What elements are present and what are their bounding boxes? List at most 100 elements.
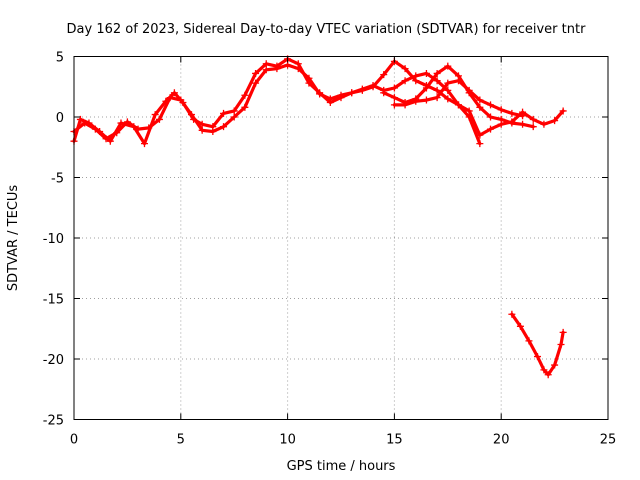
data-point	[241, 91, 249, 99]
series-line	[72, 63, 482, 146]
data-point	[369, 82, 377, 90]
data-point	[390, 101, 398, 109]
data-point	[316, 90, 324, 98]
axis-ticks	[73, 56, 609, 420]
data-point	[123, 118, 131, 126]
data-point	[76, 115, 84, 123]
x-axis-title: GPS time / hours	[287, 459, 396, 474]
data-point	[273, 65, 281, 73]
data-point	[390, 84, 398, 92]
data-point	[497, 115, 505, 123]
data-point	[551, 361, 559, 369]
data-point	[380, 71, 388, 79]
x-tick-label: 25	[600, 433, 617, 448]
data-point	[102, 135, 110, 143]
data-point	[487, 101, 495, 109]
x-tick-label: 0	[70, 433, 78, 448]
data-point	[433, 86, 441, 94]
data-point	[465, 113, 473, 121]
data-point	[454, 77, 462, 85]
data-point	[380, 89, 388, 97]
data-point	[155, 115, 163, 123]
data-point	[151, 111, 159, 119]
data-point	[433, 94, 441, 102]
data-point	[433, 77, 441, 85]
data-point	[140, 140, 148, 148]
data-point	[422, 69, 430, 77]
data-point	[412, 72, 420, 80]
grid	[74, 56, 608, 420]
data-point	[145, 124, 153, 132]
data-point	[81, 119, 89, 127]
data-point	[220, 109, 228, 117]
data-point	[519, 112, 527, 120]
x-tick-label: 5	[177, 433, 185, 448]
data-point	[91, 125, 99, 133]
data-point	[230, 107, 238, 115]
data-point	[551, 117, 559, 125]
data-point	[106, 137, 114, 145]
data-point	[412, 97, 420, 105]
x-tick-label: 15	[386, 433, 403, 448]
data-point	[252, 69, 260, 77]
data-point	[422, 96, 430, 104]
series-line	[72, 57, 565, 146]
data-point	[390, 94, 398, 102]
data-point	[348, 89, 356, 97]
data-point	[519, 120, 527, 128]
data-point	[177, 96, 185, 104]
data-point	[401, 65, 409, 73]
data-point	[358, 85, 366, 93]
data-point	[433, 69, 441, 77]
axis-tick-labels: 0 5 10 15 20 25 -25 -20 -15 -10 -5 0 5	[43, 51, 617, 448]
y-tick-label: -5	[51, 172, 64, 187]
data-point	[529, 123, 537, 131]
data-point	[444, 62, 452, 70]
data-point	[497, 106, 505, 114]
data-point	[540, 120, 548, 128]
y-tick-label: -15	[43, 293, 64, 308]
data-point	[220, 123, 228, 131]
y-tick-label: -25	[43, 414, 64, 429]
data-series-track-4	[390, 77, 527, 120]
data-point	[198, 126, 206, 134]
data-point	[487, 113, 495, 121]
y-tick-label: -10	[43, 232, 64, 247]
data-point	[465, 86, 473, 94]
data-series-track-2	[70, 61, 484, 148]
data-point	[262, 60, 270, 68]
data-point	[252, 79, 260, 87]
data-point	[170, 89, 178, 97]
data-point	[534, 353, 542, 361]
data-point	[508, 119, 516, 127]
y-tick-label: -20	[43, 353, 64, 368]
data-point	[516, 322, 524, 330]
data-point	[465, 107, 473, 115]
data-point	[401, 77, 409, 85]
data-point	[476, 103, 484, 111]
data-point	[117, 119, 125, 127]
y-tick-label: 5	[56, 51, 64, 66]
data-point	[529, 115, 537, 123]
x-tick-label: 10	[279, 433, 296, 448]
data-point	[508, 109, 516, 117]
data-point	[559, 107, 567, 115]
data-point	[284, 61, 292, 69]
data-point	[476, 140, 484, 148]
data-point	[454, 101, 462, 109]
data-point	[401, 101, 409, 109]
data-point	[294, 65, 302, 73]
data-point	[337, 91, 345, 99]
data-point	[559, 328, 567, 336]
data-point	[262, 66, 270, 74]
data-point	[476, 96, 484, 104]
data-point	[209, 128, 217, 136]
data-point	[444, 86, 452, 94]
data-point	[444, 79, 452, 87]
data-point	[525, 337, 533, 345]
chart-title: Day 162 of 2023, Sidereal Day-to-day VTE…	[67, 22, 587, 37]
x-tick-label: 20	[493, 433, 510, 448]
data-point	[230, 113, 238, 121]
data-point	[134, 125, 142, 133]
